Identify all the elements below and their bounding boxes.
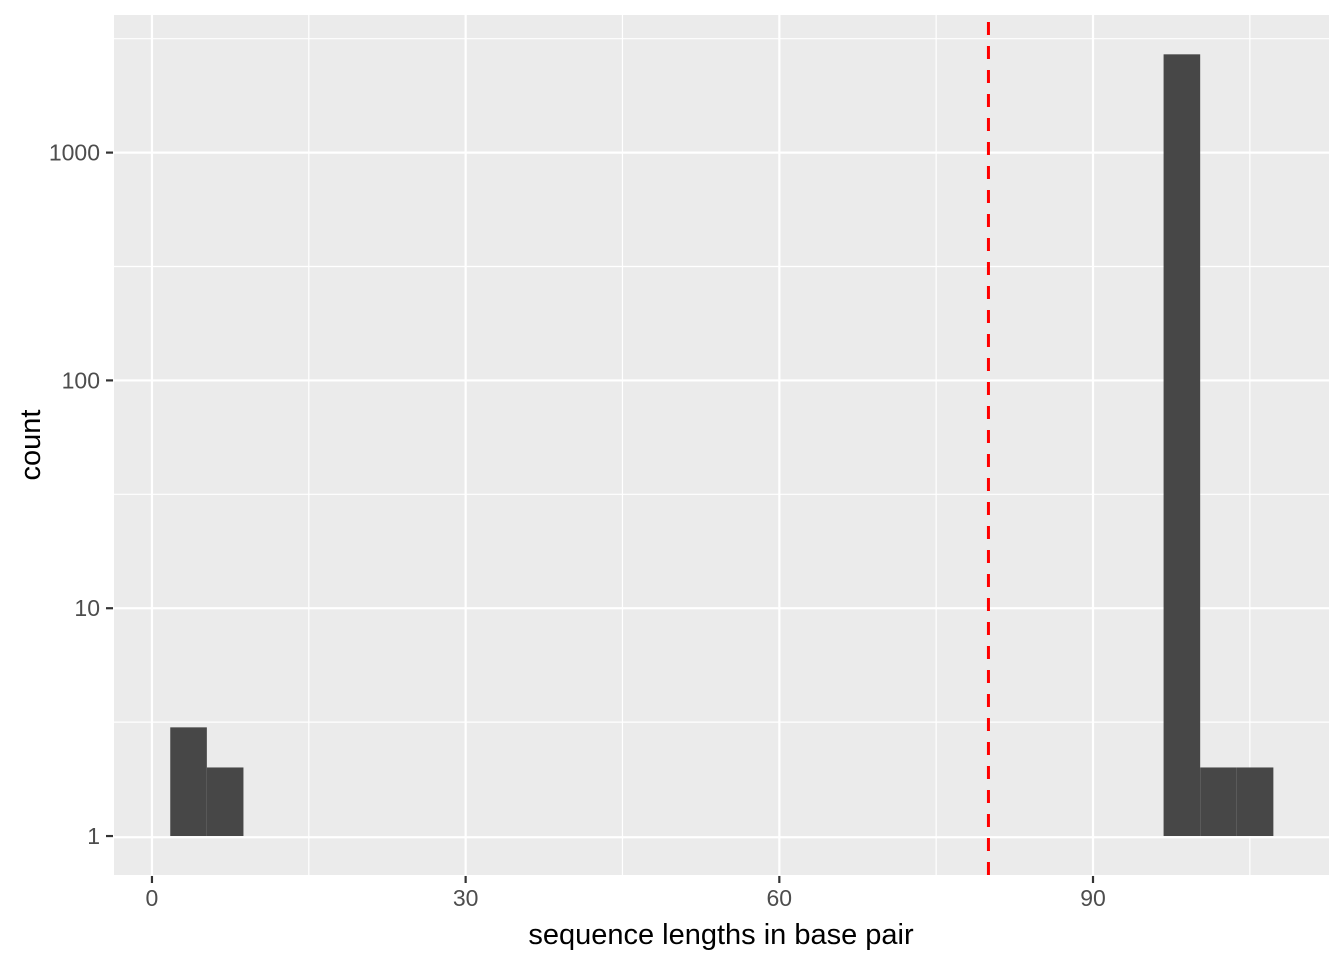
y-tick-label: 1000 bbox=[49, 140, 100, 166]
x-tick-label: 30 bbox=[453, 885, 479, 911]
x-tick-label: 60 bbox=[767, 885, 793, 911]
histogram-bar bbox=[1236, 767, 1274, 837]
x-axis-title: sequence lengths in base pair bbox=[528, 919, 914, 951]
histogram-bar bbox=[1163, 54, 1201, 837]
plot-panel bbox=[114, 15, 1329, 875]
y-tick-label: 1 bbox=[87, 823, 100, 849]
y-tick-label: 10 bbox=[74, 595, 100, 621]
histogram-bar bbox=[170, 727, 207, 837]
chart-render-layer: 0 30 60 90 1 10 100 1000 bbox=[49, 15, 1329, 911]
y-tick-label: 100 bbox=[62, 367, 100, 393]
y-axis-title: count bbox=[15, 410, 47, 481]
x-tick-label: 0 bbox=[146, 885, 159, 911]
histogram-bar bbox=[206, 767, 244, 837]
histogram-bar bbox=[1200, 767, 1237, 837]
x-tick-label: 90 bbox=[1080, 885, 1106, 911]
